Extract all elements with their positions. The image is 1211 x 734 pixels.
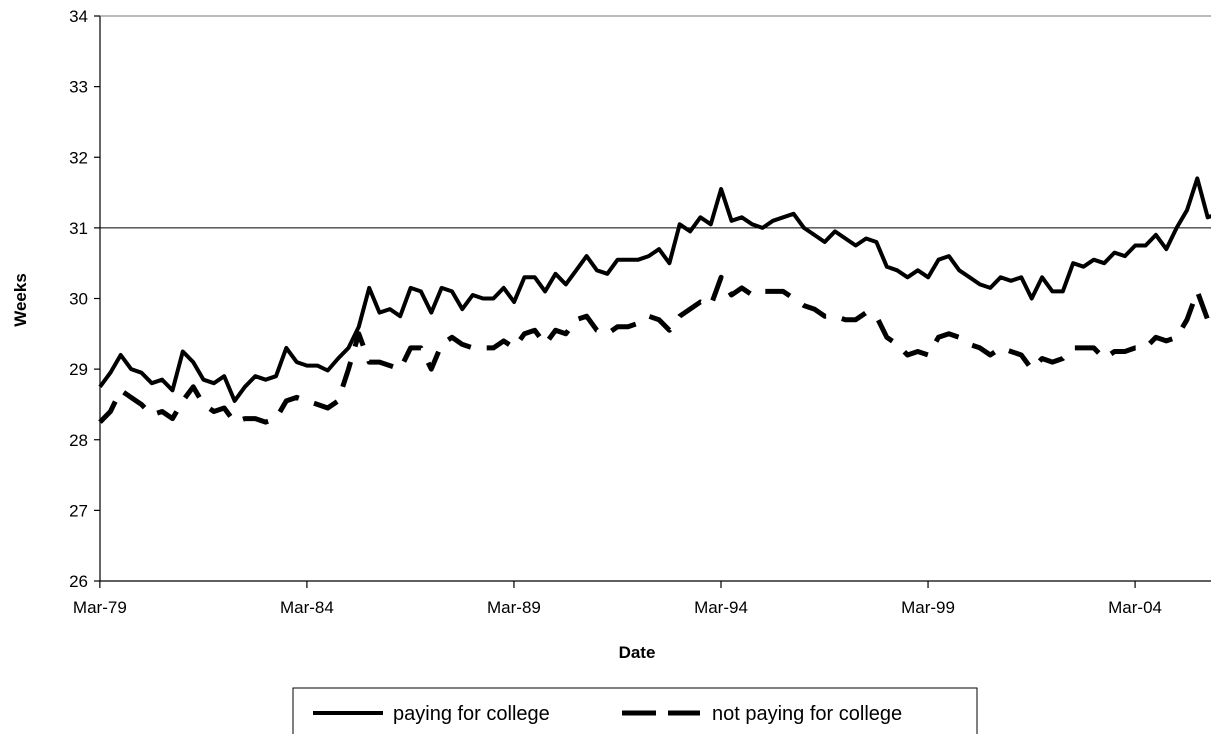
x-axis-title: Date [619, 643, 656, 662]
x-tick-label: Mar-79 [73, 598, 127, 617]
y-tick-label: 26 [69, 572, 88, 591]
series-lines [100, 178, 1211, 422]
y-tick-label: 29 [69, 360, 88, 379]
x-tick-label: Mar-94 [694, 598, 748, 617]
legend: paying for college not paying for college [293, 688, 977, 734]
y-tick-label: 32 [69, 148, 88, 167]
x-tick-label: Mar-89 [487, 598, 541, 617]
x-axis: Mar-79 Mar-84 Mar-89 Mar-94 Mar-99 Mar-04 [73, 581, 1211, 617]
x-tick-label: Mar-04 [1108, 598, 1162, 617]
y-tick-label: 28 [69, 431, 88, 450]
y-axis-title: Weeks [11, 273, 30, 327]
y-tick-label: 30 [69, 290, 88, 309]
y-tick-label: 34 [69, 7, 88, 26]
x-tick-label: Mar-84 [280, 598, 334, 617]
x-tick-label: Mar-99 [901, 598, 955, 617]
legend-label-paying: paying for college [393, 703, 550, 725]
series-paying-line [100, 178, 1211, 401]
y-axis: 26 27 28 29 30 31 32 33 34 [69, 7, 1211, 591]
y-tick-label: 33 [69, 78, 88, 97]
y-tick-label: 27 [69, 501, 88, 520]
legend-label-not-paying: not paying for college [712, 703, 902, 725]
y-tick-label: 31 [69, 219, 88, 238]
series-not-paying-line [100, 277, 1211, 422]
